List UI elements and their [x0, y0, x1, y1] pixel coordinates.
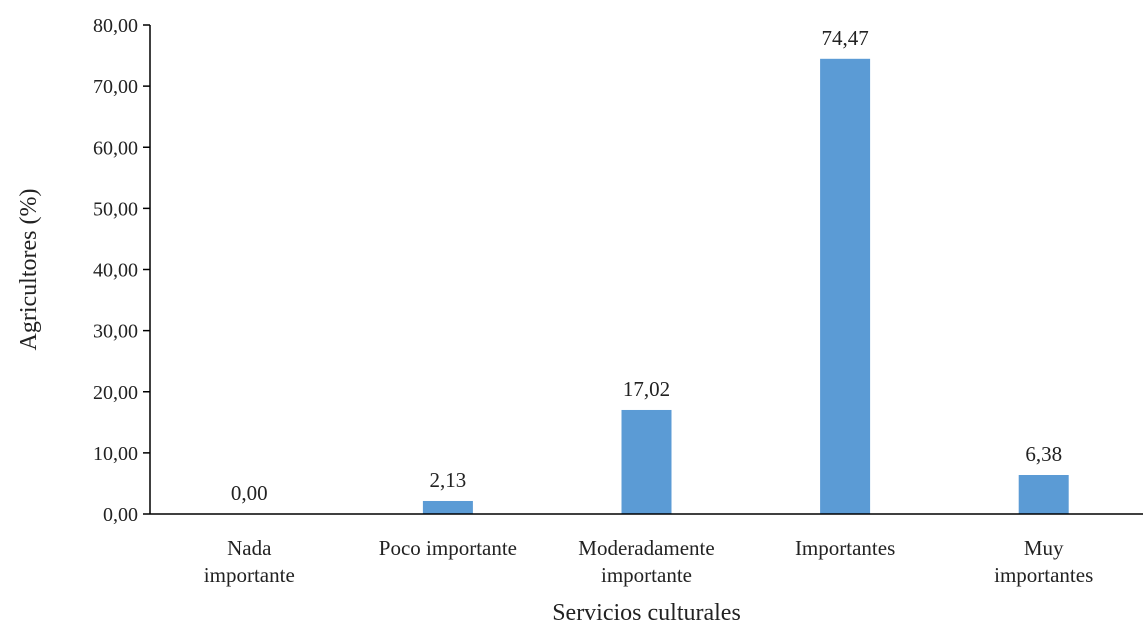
data-label: 17,02	[623, 377, 670, 401]
x-category-label: Moderadamente importante	[578, 536, 714, 587]
x-category-label: Muy importantes	[994, 536, 1093, 587]
y-tick-label: 40,00	[93, 260, 138, 282]
x-axis-category-labels: Nada importante Poco importante Moderadamen…	[204, 536, 1093, 587]
y-tick-label: 50,00	[93, 198, 138, 220]
bar	[622, 410, 672, 514]
data-label: 2,13	[430, 468, 467, 492]
y-tick-label: 80,00	[93, 15, 138, 37]
y-tick-label: 10,00	[93, 443, 138, 465]
y-tick-label: 20,00	[93, 382, 138, 404]
y-axis-title: Agricultores (%)	[16, 189, 42, 351]
bar	[820, 59, 870, 514]
y-tick-label: 30,00	[93, 321, 138, 343]
y-tick-label: 70,00	[93, 76, 138, 98]
bars	[423, 59, 1069, 514]
y-axis-ticks: 0,00 10,00 20,00 30,00 40,00 50,00 60,00 70,00 8…	[93, 15, 150, 526]
x-category-label: Importantes	[795, 536, 895, 560]
x-axis-title: Servicios culturales	[552, 600, 741, 626]
x-category-label: Nada importante	[204, 536, 295, 587]
bar	[423, 501, 473, 514]
y-tick-label: 0,00	[103, 504, 138, 526]
data-label: 6,38	[1025, 442, 1062, 466]
x-category-label: Poco importante	[379, 536, 517, 560]
data-label: 74,47	[821, 26, 868, 50]
bar	[1019, 475, 1069, 514]
y-tick-label: 60,00	[93, 137, 138, 159]
data-label: 0,00	[231, 481, 268, 505]
